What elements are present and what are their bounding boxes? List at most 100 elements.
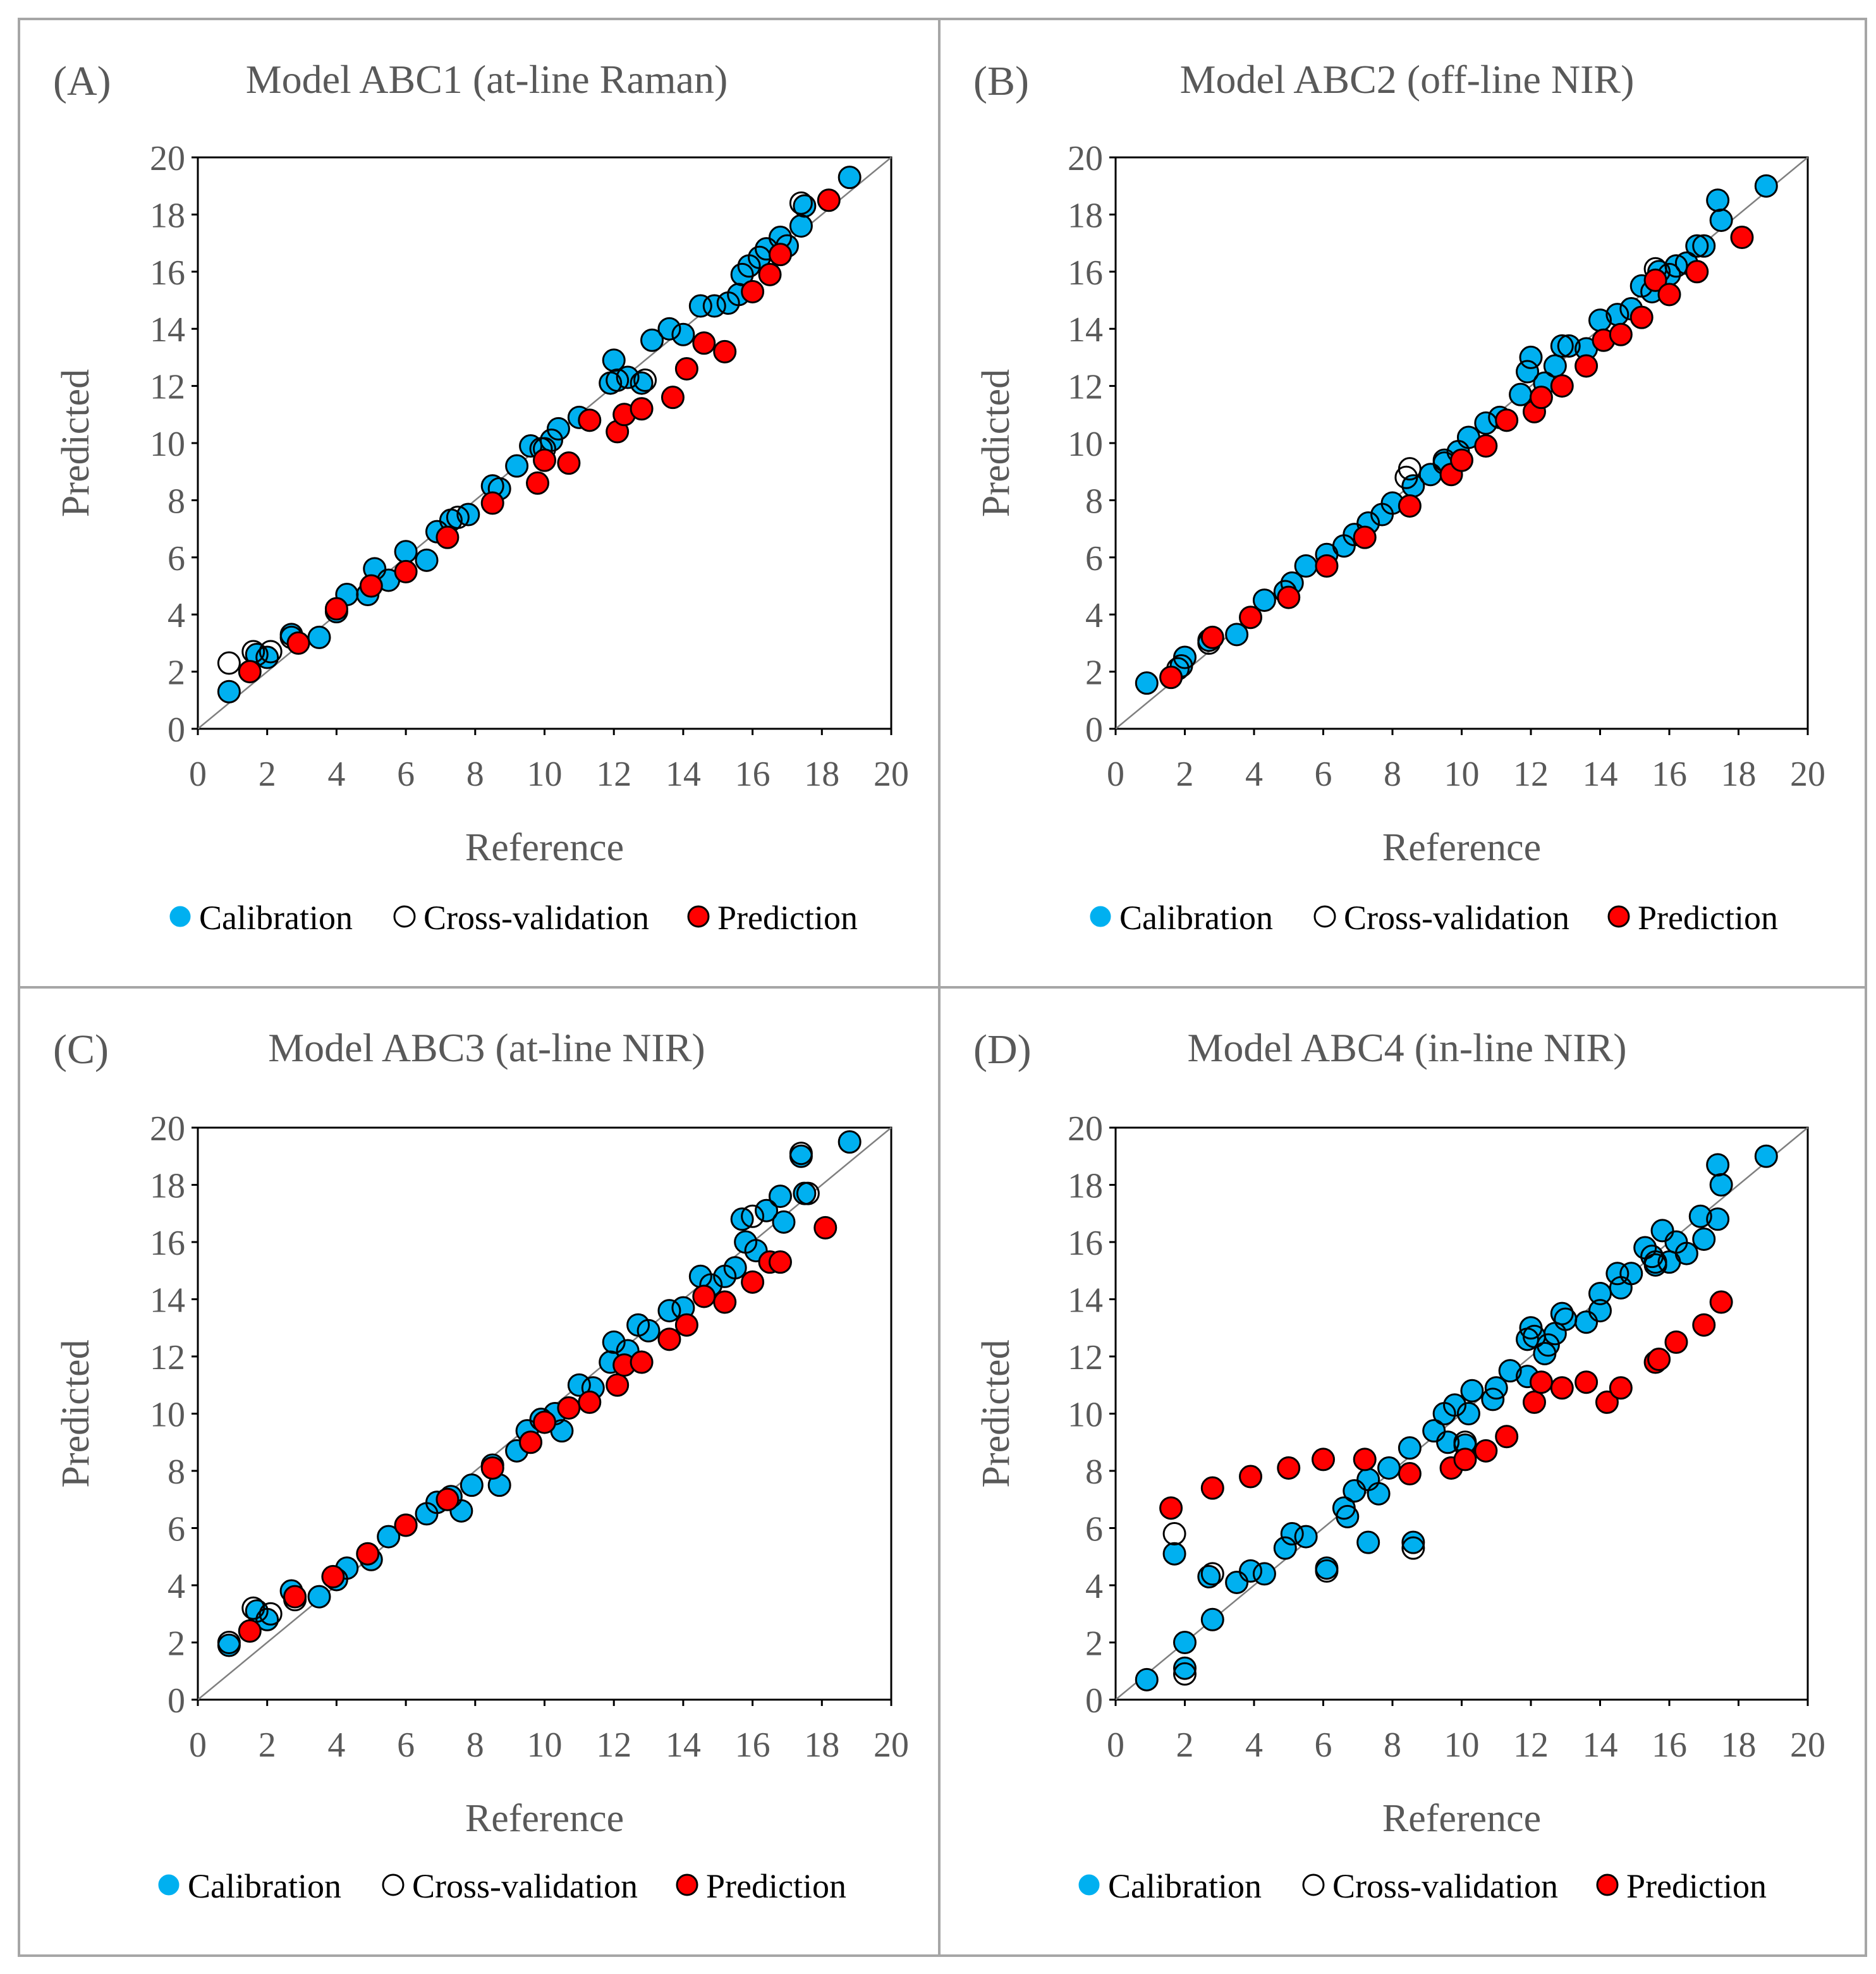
legend: Calibration Cross-validation Prediction	[169, 899, 858, 937]
data-point	[1200, 1476, 1224, 1500]
data-point	[1495, 408, 1519, 432]
x-tick-label: 16	[735, 755, 770, 794]
x-tick-label: 6	[1315, 755, 1332, 794]
data-point	[1315, 1559, 1339, 1583]
data-point-outline	[1273, 1536, 1297, 1560]
data-point-outline	[744, 1239, 768, 1263]
data-point-outline	[730, 262, 754, 286]
data-point	[1609, 322, 1633, 346]
data-point-outline	[1294, 1525, 1318, 1549]
panel-label: (A)	[53, 58, 111, 104]
data-point	[1312, 1447, 1335, 1471]
data-point	[1200, 625, 1224, 649]
x-tick-label: 10	[527, 755, 563, 794]
data-point-outline	[1709, 208, 1733, 232]
y-tick-label: 0	[168, 710, 185, 750]
y-tick-label: 6	[168, 539, 185, 578]
data-point-outline	[636, 1319, 661, 1343]
legend-label: Prediction	[1626, 1867, 1767, 1905]
data-point	[356, 1542, 380, 1566]
y-tick-label: 20	[150, 139, 185, 178]
y-axis-label: Predicted	[975, 1339, 1018, 1487]
data-point-outline	[1456, 1402, 1480, 1425]
y-tick-label: 14	[150, 310, 185, 350]
data-point-outline	[1550, 1301, 1574, 1325]
y-tick-label: 8	[168, 482, 185, 521]
data-point	[1277, 1456, 1301, 1480]
data-point	[1550, 1376, 1574, 1400]
x-tick-label: 10	[1444, 755, 1480, 794]
chart-title: Model ABC3 (at-line NIR)	[268, 1025, 705, 1070]
legend-marker-calibration	[1078, 1874, 1100, 1896]
x-tick-label: 0	[1107, 755, 1124, 794]
data-point-outline	[768, 1185, 792, 1209]
legend-label: Prediction	[717, 899, 858, 937]
data-point	[768, 243, 792, 267]
data-point-outline	[838, 166, 862, 190]
data-point-outline	[702, 294, 726, 318]
data-point-outline	[1574, 1310, 1599, 1334]
y-tick-label: 2	[1085, 654, 1103, 693]
data-point	[796, 1181, 820, 1205]
data-point-outline	[1422, 1419, 1446, 1443]
y-tick-label: 16	[1068, 1224, 1103, 1263]
legend-marker-calibration	[1090, 906, 1111, 927]
data-point-outline	[1135, 1667, 1159, 1691]
data-point-outline	[1225, 1570, 1249, 1594]
y-tick-label: 12	[1068, 368, 1103, 407]
data-point	[436, 525, 460, 549]
data-point	[1277, 585, 1301, 609]
data-point-outline	[755, 1198, 779, 1222]
series-cross-validation	[217, 1142, 820, 1654]
data-point	[1664, 1330, 1688, 1354]
data-point-outline	[307, 1585, 331, 1609]
data-point-outline	[1519, 345, 1543, 369]
data-point	[1692, 1313, 1716, 1337]
data-point-outline	[1536, 1333, 1560, 1357]
data-point	[1398, 494, 1422, 518]
series-cross-validation	[1162, 1250, 1667, 1686]
data-point	[741, 279, 765, 303]
data-point	[1398, 1462, 1422, 1486]
x-axis-label: Reference	[1382, 1797, 1541, 1840]
data-point	[1685, 260, 1709, 284]
legend-marker-prediction	[1607, 905, 1630, 928]
y-tick-label: 16	[150, 1224, 185, 1263]
y-tick-label: 8	[1085, 1453, 1103, 1492]
data-point	[1162, 1522, 1186, 1546]
data-point-outline	[1398, 1436, 1422, 1460]
data-point	[1550, 374, 1574, 398]
data-point	[768, 1250, 792, 1274]
data-point	[436, 1487, 460, 1511]
data-point-outline	[838, 1130, 862, 1154]
data-point-outline	[1173, 1631, 1197, 1654]
data-point-outline	[671, 322, 695, 346]
legend: Calibration Cross-validation Prediction	[1078, 1867, 1767, 1905]
data-point-outline	[255, 645, 279, 669]
data-point	[557, 451, 581, 475]
data-point-outline	[1754, 174, 1778, 198]
data-point	[1200, 1562, 1224, 1586]
data-point	[1353, 525, 1377, 549]
legend-marker-prediction	[676, 1873, 698, 1896]
data-point-outline	[415, 548, 439, 572]
y-tick-label: 10	[1068, 425, 1103, 464]
data-point	[813, 1215, 838, 1240]
y-tick-label: 16	[150, 253, 185, 293]
y-tick-label: 18	[1068, 196, 1103, 235]
y-axis-label: Predicted	[975, 369, 1018, 517]
data-point	[1709, 1290, 1733, 1314]
data-point	[1474, 434, 1498, 458]
data-point	[1159, 666, 1183, 690]
data-point	[321, 1564, 345, 1588]
data-point	[259, 1602, 283, 1626]
panel-grid	[18, 18, 1867, 1957]
legend-label: Cross-validation	[1332, 1867, 1558, 1905]
x-tick-label: 14	[666, 1726, 701, 1765]
x-tick-label: 20	[874, 755, 909, 794]
data-point-outline	[1588, 1299, 1612, 1323]
data-point	[1401, 1536, 1425, 1560]
y-tick-label: 20	[1068, 139, 1103, 178]
data-point-outline	[1436, 1430, 1460, 1454]
x-tick-label: 8	[1384, 755, 1401, 794]
